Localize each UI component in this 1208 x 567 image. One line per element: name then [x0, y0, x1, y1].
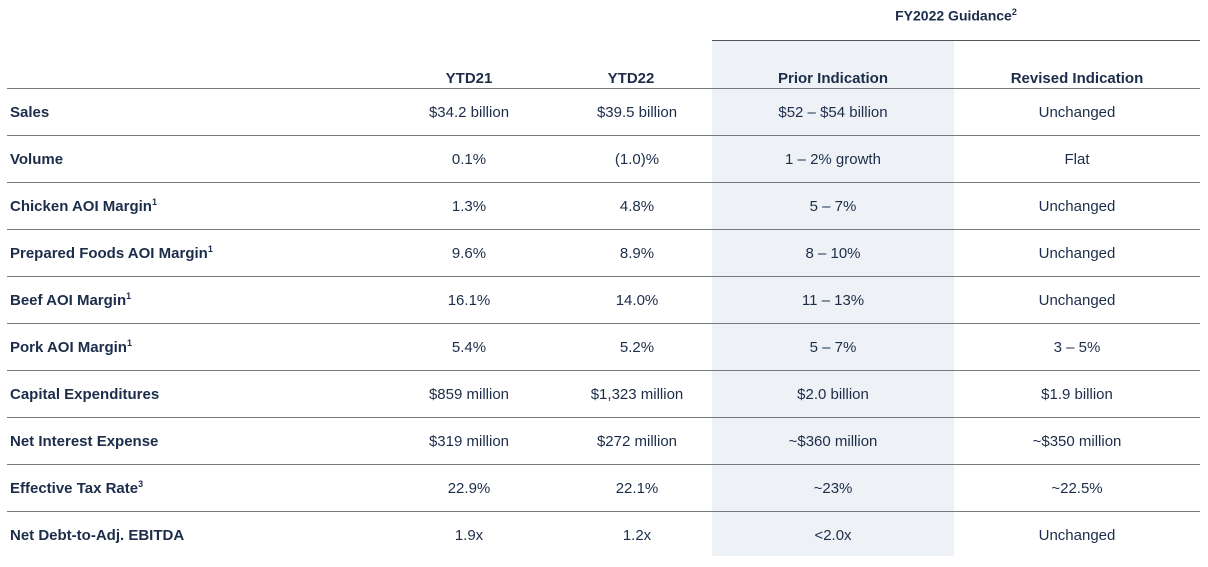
row-label-text: Net Debt-to-Adj. EBITDA	[10, 526, 185, 544]
row-label: Net Interest Expense	[7, 417, 376, 465]
table-row: Chicken AOI Margin1 1.3% 4.8% 5 – 7% Unchang…	[7, 182, 1200, 230]
cell-revised: Unchanged	[954, 88, 1200, 136]
table-row: Net Interest Expense $319 million $272 mil…	[7, 417, 1200, 465]
cell-revised: $1.9 billion	[954, 370, 1200, 418]
cell-prior: 11 – 13%	[712, 276, 954, 324]
row-label-footnote: 3	[138, 479, 144, 489]
guidance-title-text: FY2022 Guidance	[895, 7, 1012, 24]
cell-ytd22: 8.9%	[562, 229, 712, 277]
row-label: Pork AOI Margin1	[7, 323, 376, 371]
cell-ytd21: $34.2 billion	[376, 88, 562, 136]
cell-ytd22: 14.0%	[562, 276, 712, 324]
cell-ytd21: 22.9%	[376, 464, 562, 512]
table-row: Prepared Foods AOI Margin1 9.6% 8.9% 8 – 10…	[7, 229, 1200, 277]
cell-ytd21: $859 million	[376, 370, 562, 418]
row-label-text: Capital Expenditures	[10, 385, 160, 403]
cell-revised: 3 – 5%	[954, 323, 1200, 371]
cell-ytd22: (1.0)%	[562, 135, 712, 183]
column-header-ytd22: YTD22	[607, 70, 655, 87]
table-row: Capital Expenditures $859 million $1,323 m…	[7, 370, 1200, 418]
row-label-text: Prepared Foods AOI Margin	[10, 245, 208, 262]
cell-revised: ~$350 million	[954, 417, 1200, 465]
row-label: Effective Tax Rate3	[7, 464, 376, 512]
guidance-divider	[712, 40, 1200, 41]
cell-ytd21: $319 million	[376, 417, 562, 465]
cell-prior: $2.0 billion	[712, 370, 954, 418]
table-row: Volume 0.1% (1.0)% 1 – 2% growth Flat	[7, 135, 1200, 183]
row-label-footnote: 1	[207, 244, 213, 254]
cell-ytd22: 1.2x	[562, 511, 712, 558]
row-label: Prepared Foods AOI Margin1	[7, 229, 376, 277]
cell-prior: 5 – 7%	[712, 323, 954, 371]
cell-revised: ~22.5%	[954, 464, 1200, 512]
cell-prior: <2.0x	[712, 511, 954, 558]
row-label: Volume	[7, 135, 376, 183]
cell-ytd22: $272 million	[562, 417, 712, 465]
cell-ytd22: $39.5 billion	[562, 88, 712, 136]
cell-revised: Unchanged	[954, 182, 1200, 230]
guidance-table-body: Sales $34.2 billion $39.5 billion $52 – $54…	[7, 88, 1200, 558]
cell-prior: 1 – 2% growth	[712, 135, 954, 183]
cell-prior: ~23%	[712, 464, 954, 512]
row-label: Chicken AOI Margin1	[7, 182, 376, 230]
cell-ytd22: 22.1%	[562, 464, 712, 512]
guidance-title: FY2022 Guidance2	[712, 7, 1200, 24]
cell-ytd22: $1,323 million	[562, 370, 712, 418]
row-label-text: Chicken AOI Margin	[10, 198, 152, 215]
table-row: Beef AOI Margin1 16.1% 14.0% 11 – 13% Unchan…	[7, 276, 1200, 324]
table-row: Sales $34.2 billion $39.5 billion $52 – $54…	[7, 88, 1200, 136]
guidance-table: Sales $34.2 billion $39.5 billion $52 – $54…	[7, 88, 1200, 558]
guidance-title-footnote: 2	[1011, 7, 1017, 17]
cell-revised: Unchanged	[954, 229, 1200, 277]
cell-prior: $52 – $54 billion	[712, 88, 954, 136]
column-header-revised-indication: Revised Indication	[1010, 70, 1144, 87]
row-label-text: Net Interest Expense	[10, 432, 159, 450]
column-header-prior-indication: Prior Indication	[777, 70, 888, 87]
row-label-text: Effective Tax Rate	[10, 480, 139, 497]
cell-prior: 8 – 10%	[712, 229, 954, 277]
cell-revised: Unchanged	[954, 511, 1200, 558]
row-label: Sales	[7, 88, 376, 136]
row-label-text: Pork AOI Margin	[10, 339, 127, 356]
cell-ytd21: 9.6%	[376, 229, 562, 277]
row-label: Net Debt-to-Adj. EBITDA	[7, 511, 376, 558]
table-row: Pork AOI Margin1 5.4% 5.2% 5 – 7% 3 – 5%	[7, 323, 1200, 371]
row-label-text: Sales	[10, 103, 50, 121]
row-label-text: Beef AOI Margin	[10, 292, 127, 309]
cell-prior: 5 – 7%	[712, 182, 954, 230]
table-row: Effective Tax Rate3 22.9% 22.1% ~23% ~22.5%	[7, 464, 1200, 512]
cell-ytd22: 5.2%	[562, 323, 712, 371]
cell-revised: Unchanged	[954, 276, 1200, 324]
cell-ytd21: 1.3%	[376, 182, 562, 230]
cell-ytd21: 0.1%	[376, 135, 562, 183]
row-label: Capital Expenditures	[7, 370, 376, 418]
cell-ytd22: 4.8%	[562, 182, 712, 230]
cell-ytd21: 5.4%	[376, 323, 562, 371]
cell-ytd21: 1.9x	[376, 511, 562, 558]
cell-prior: ~$360 million	[712, 417, 954, 465]
cell-revised: Flat	[954, 135, 1200, 183]
row-label-footnote: 1	[126, 291, 132, 301]
table-row: Net Debt-to-Adj. EBITDA 1.9x 1.2x <2.0x Unch…	[7, 511, 1200, 558]
row-label-footnote: 1	[151, 197, 157, 207]
column-header-ytd21: YTD21	[445, 70, 493, 87]
row-label: Beef AOI Margin1	[7, 276, 376, 324]
row-label-text: Volume	[10, 150, 64, 168]
cell-ytd21: 16.1%	[376, 276, 562, 324]
row-label-footnote: 1	[126, 338, 132, 348]
